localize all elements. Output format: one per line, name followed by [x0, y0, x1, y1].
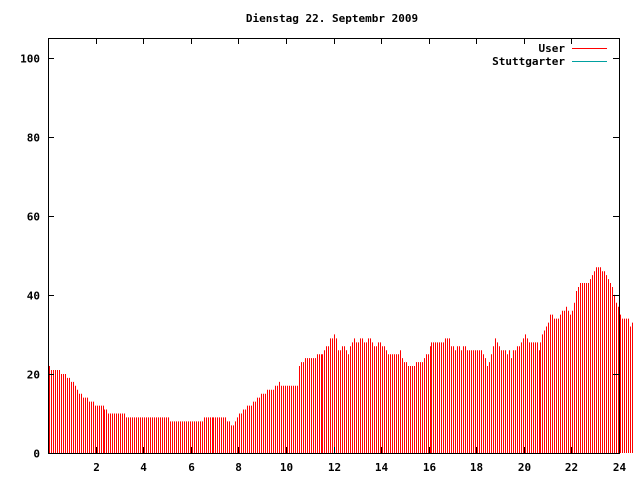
y-tick-label-0: 0 [33, 448, 40, 461]
x-tick-label-12: 12 [328, 461, 341, 474]
x-tick-label-24: 24 [613, 461, 627, 474]
legend-label-stuttgarter: Stuttgarter [492, 55, 565, 68]
x-tick-label-6: 6 [188, 461, 195, 474]
x-tick-label-22: 22 [565, 461, 578, 474]
y-tick-label-40: 40 [27, 290, 40, 303]
y-tick-label-100: 100 [20, 53, 40, 66]
x-tick-label-10: 10 [280, 461, 293, 474]
x-tick-label-8: 8 [235, 461, 242, 474]
x-tick-label-16: 16 [423, 461, 437, 474]
x-tick-label-18: 18 [470, 461, 483, 474]
y-tick-label-20: 20 [27, 369, 40, 382]
x-tick-label-14: 14 [375, 461, 389, 474]
y-tick-label-80: 80 [27, 132, 40, 145]
x-tick-label-4: 4 [140, 461, 147, 474]
chart-title: Dienstag 22. Septembr 2009 [246, 12, 418, 25]
x-tick-label-2: 2 [93, 461, 100, 474]
y-tick-label-60: 60 [27, 211, 40, 224]
legend-label-user: User [539, 42, 566, 55]
legend: User Stuttgarter [492, 42, 607, 68]
bars [49, 267, 633, 453]
x-tick-label-20: 20 [518, 461, 531, 474]
